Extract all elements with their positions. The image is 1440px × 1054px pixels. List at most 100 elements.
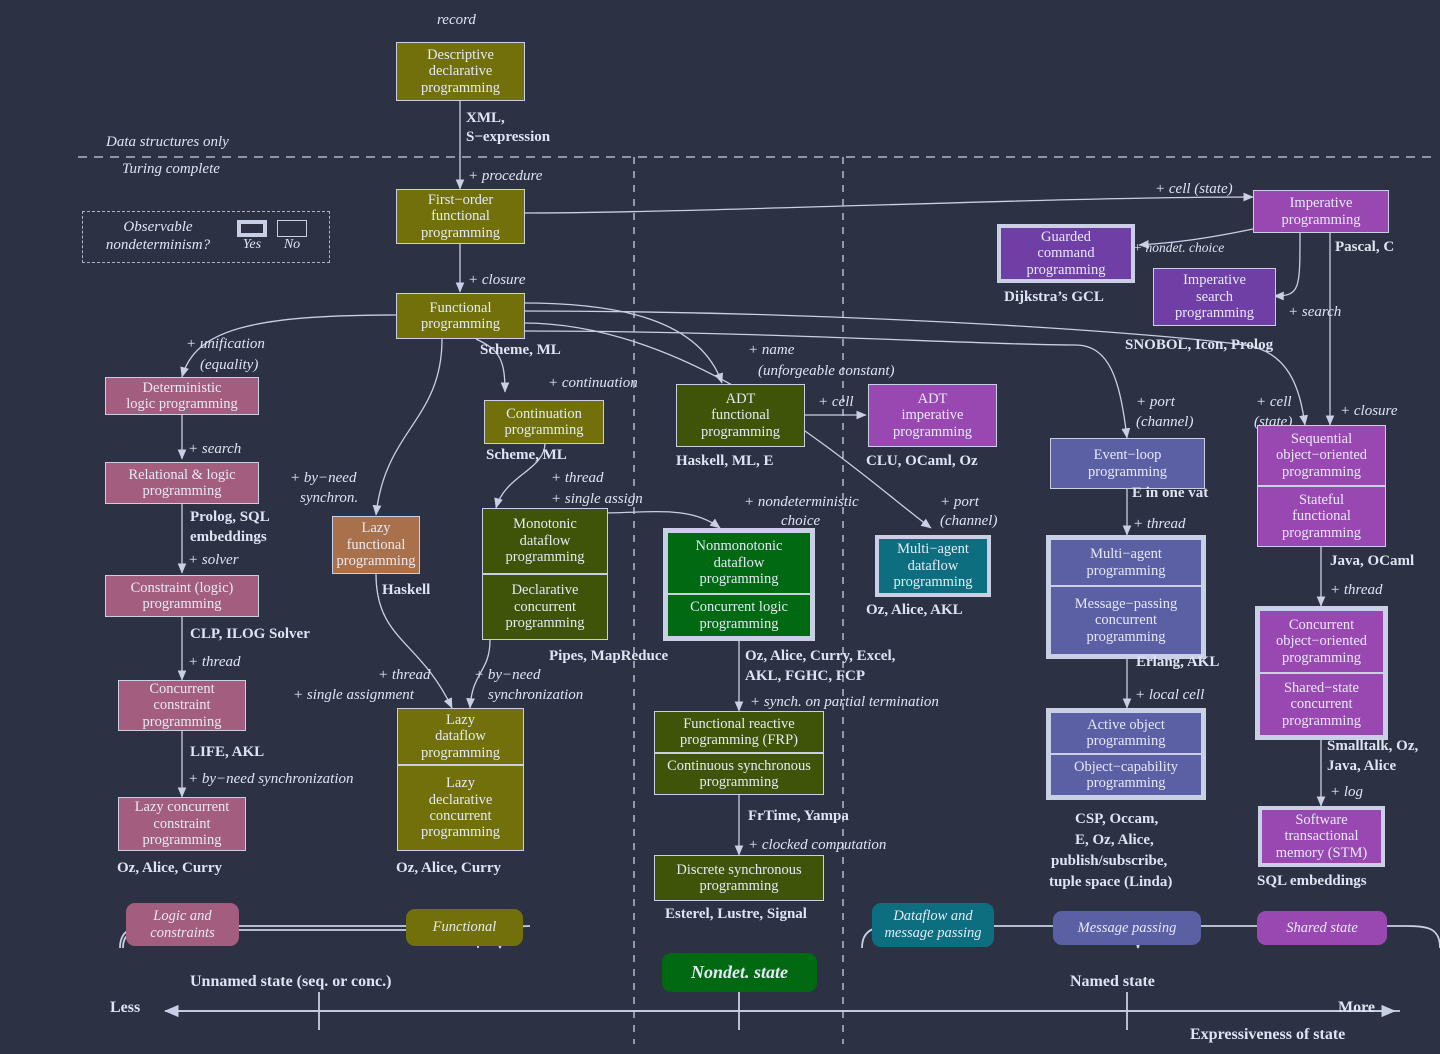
lang-scheme-ml-continuation: Scheme, ML	[486, 447, 567, 463]
node-message-passing-concurrent-programming[interactable]: Message−passing concurrent programming	[1050, 586, 1202, 655]
node-line: programming	[699, 774, 779, 790]
node-stack-lazy-dataflow[interactable]: Lazy dataflow programming Lazy declarati…	[397, 708, 524, 851]
pill-line: Logic and	[153, 907, 212, 924]
node-constraint-logic-programming[interactable]: Constraint (logic) programming	[105, 575, 259, 617]
node-multi-agent-dataflow-programming[interactable]: Multi−agent dataflow programming	[875, 535, 991, 597]
node-concurrent-object-oriented-programming[interactable]: Concurrent object−oriented programming	[1259, 610, 1384, 673]
node-software-transactional-memory[interactable]: Software transactional memory (STM)	[1258, 806, 1385, 867]
node-guarded-command-programming[interactable]: Guarded command programming	[997, 224, 1135, 283]
node-discrete-synchronous-programming[interactable]: Discrete synchronous programming	[654, 855, 824, 901]
pill-functional[interactable]: Functional	[406, 909, 523, 946]
node-line: memory (STM)	[1275, 844, 1368, 861]
node-adt-imperative-programming[interactable]: ADT imperative programming	[868, 384, 997, 447]
edge-label-local-cell: + local cell	[1135, 687, 1205, 703]
pill-line: Dataflow and	[893, 908, 973, 925]
lang-csp-3: publish/subscribe,	[1051, 853, 1168, 869]
lang-pascal-c: Pascal, C	[1335, 239, 1395, 255]
lang-sql-embeddings: SQL embeddings	[1257, 873, 1367, 889]
node-line: Active object	[1087, 716, 1165, 733]
node-line: programming	[893, 574, 973, 591]
node-imperative-search-programming[interactable]: Imperative search programming	[1153, 268, 1276, 326]
node-descriptive-declarative-programming[interactable]: Descriptive declarative programming	[396, 42, 525, 101]
axis-label-more: More	[1338, 999, 1376, 1016]
node-stack-frp-continuous[interactable]: Functional reactive programming (FRP) Co…	[654, 711, 824, 795]
pill-message-passing[interactable]: Message passing	[1053, 911, 1201, 945]
node-functional-reactive-programming[interactable]: Functional reactive programming (FRP)	[654, 711, 824, 753]
node-active-object-programming[interactable]: Active object programming	[1050, 712, 1202, 754]
edge-label-procedure: + procedure	[468, 168, 543, 184]
pill-line: Nondet. state	[691, 962, 788, 983]
node-lazy-declarative-concurrent-programming[interactable]: Lazy declarative concurrent programming	[397, 765, 524, 851]
node-line: functional	[346, 536, 406, 553]
node-event-loop-programming[interactable]: Event−loop programming	[1050, 438, 1205, 489]
node-line: Concurrent logic	[690, 599, 788, 616]
node-declarative-concurrent-programming[interactable]: Declarative concurrent programming	[482, 574, 608, 640]
node-line: Deterministic	[142, 379, 222, 396]
node-line: Descriptive	[427, 46, 494, 63]
node-line: object−oriented	[1275, 633, 1368, 650]
pill-logic-and-constraints[interactable]: Logic and constraints	[126, 903, 239, 946]
lang-life-akl: LIFE, AKL	[190, 744, 265, 760]
node-first-order-functional-programming[interactable]: First−order functional programming	[396, 189, 525, 244]
node-line: Functional	[429, 299, 492, 316]
edge-label-cell-state-imperative: + cell (state)	[1155, 181, 1233, 197]
node-line: search	[1195, 288, 1234, 305]
node-imperative-programming[interactable]: Imperative programming	[1253, 190, 1389, 233]
edge-label-single-assign: + single assign	[551, 491, 643, 507]
node-line: functional	[711, 407, 770, 424]
node-stack-sequentialoo-statefulfunctional[interactable]: Sequential object−oriented programming S…	[1257, 425, 1386, 547]
node-object-capability-programming[interactable]: Object−capability programming	[1050, 754, 1202, 796]
node-relational-logic-programming[interactable]: Relational & logic programming	[105, 462, 259, 504]
node-sequential-object-oriented-programming[interactable]: Sequential object−oriented programming	[1257, 425, 1386, 486]
node-line: Imperative	[1289, 195, 1353, 212]
node-line: Event−loop	[1093, 447, 1162, 464]
node-stack-multiagent-messagepassing[interactable]: Multi−agent programming Message−passing …	[1046, 535, 1206, 659]
edge-label-port-dataflow-2: (channel)	[940, 513, 998, 529]
node-concurrent-logic-programming[interactable]: Concurrent logic programming	[667, 594, 811, 637]
node-lazy-concurrent-constraint-programming[interactable]: Lazy concurrent constraint programming	[118, 797, 246, 851]
node-shared-state-concurrent-programming[interactable]: Shared−state concurrent programming	[1259, 673, 1384, 736]
pill-line: constraints	[150, 924, 215, 941]
node-line: declarative	[428, 791, 493, 808]
node-lazy-functional-programming[interactable]: Lazy functional programming	[332, 516, 420, 574]
node-line: programming	[421, 79, 500, 96]
node-line: programming	[142, 832, 222, 849]
node-line: programming	[1281, 211, 1361, 228]
nondeterminism-legend: Observable nondeterminism? Yes No	[82, 211, 330, 263]
node-concurrent-constraint-programming[interactable]: Concurrent constraint programming	[118, 680, 246, 731]
node-stack-monotonic-declarative[interactable]: Monotonic dataflow programming Declarati…	[482, 508, 608, 640]
node-line: programming	[336, 553, 416, 570]
node-line: programming	[504, 422, 584, 438]
node-stateful-functional-programming[interactable]: Stateful functional programming	[1257, 486, 1386, 547]
node-line: programming	[421, 224, 500, 241]
node-line: transactional	[1284, 828, 1359, 845]
node-stack-activeobject-objectcapability[interactable]: Active object programming Object−capabil…	[1046, 708, 1206, 800]
edge-label-port-eventloop-2: (channel)	[1136, 414, 1194, 430]
node-functional-programming[interactable]: Functional programming	[396, 293, 525, 339]
node-stack-nonmonotonic-concurrent-logic[interactable]: Nonmonotonic dataflow programming Concur…	[663, 528, 815, 641]
pill-dataflow-and-message-passing[interactable]: Dataflow and message passing	[872, 903, 994, 947]
edge-label-port-dataflow-1: + port	[940, 494, 979, 510]
edge-label-thread-left: + thread	[188, 654, 241, 670]
node-stack-concurrentoo-sharedstate[interactable]: Concurrent object−oriented programming S…	[1255, 606, 1388, 740]
node-line: programming	[1086, 775, 1166, 791]
lang-snobol-icon-prolog: SNOBOL, Icon, Prolog	[1125, 337, 1274, 353]
pill-nondet-state[interactable]: Nondet. state	[662, 953, 817, 992]
node-line: Continuous synchronous	[667, 757, 811, 774]
pill-shared-state[interactable]: Shared state	[1257, 911, 1387, 945]
node-line: Continuation	[506, 405, 582, 422]
node-line: programming	[1175, 305, 1254, 322]
node-nonmonotonic-dataflow-programming[interactable]: Nonmonotonic dataflow programming	[667, 532, 811, 594]
node-continuation-programming[interactable]: Continuation programming	[484, 400, 604, 444]
node-deterministic-logic-programming[interactable]: Deterministic logic programming	[105, 377, 259, 415]
node-adt-functional-programming[interactable]: ADT functional programming	[676, 384, 805, 447]
node-line: Monotonic	[513, 516, 577, 533]
node-monotonic-dataflow-programming[interactable]: Monotonic dataflow programming	[482, 508, 608, 574]
lang-sexpr: S−expression	[466, 129, 551, 145]
node-line: functional	[431, 208, 490, 225]
node-multi-agent-programming[interactable]: Multi−agent programming	[1050, 539, 1202, 586]
node-lazy-dataflow-programming[interactable]: Lazy dataflow programming	[397, 708, 524, 765]
node-continuous-synchronous-programming[interactable]: Continuous synchronous programming	[654, 753, 824, 795]
lang-smalltalk-1: Smalltalk, Oz,	[1327, 738, 1419, 754]
node-line: command	[1037, 245, 1095, 262]
